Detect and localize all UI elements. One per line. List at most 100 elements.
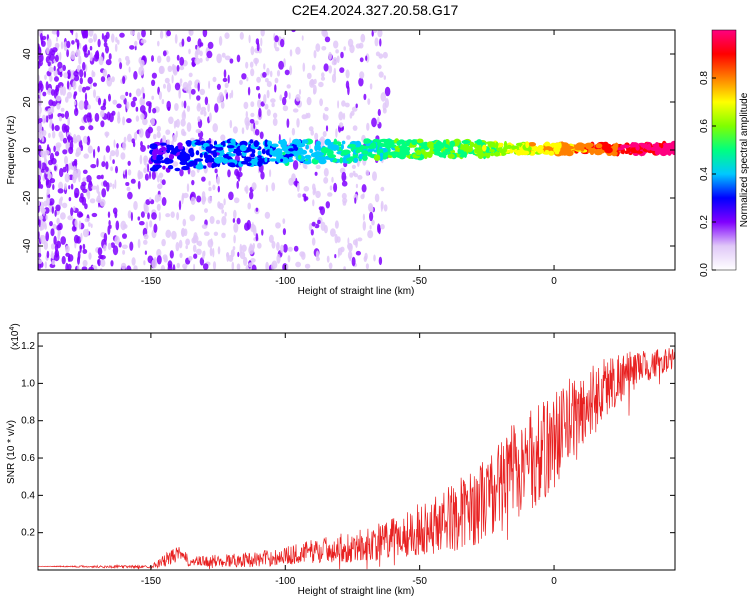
- spectrogram-noise-mark: [379, 38, 382, 47]
- spectrogram-noise-mark: [61, 86, 67, 96]
- spectrogram-noise-mark: [347, 237, 350, 245]
- spectrogram-noise-mark: [106, 77, 113, 87]
- spectrogram-noise-mark: [303, 186, 310, 192]
- spectrogram-noise-mark: [262, 71, 267, 78]
- spectrogram-noise-mark: [345, 69, 350, 79]
- spectrogram-x-tick-label: -100: [275, 276, 295, 287]
- spectrogram-noise-mark: [271, 262, 275, 270]
- snr-x-tick-label: 0: [551, 576, 557, 587]
- spectrogram-noise-mark: [135, 115, 140, 122]
- spectrogram-noise-mark: [82, 177, 87, 182]
- spectrogram-noise-mark: [75, 151, 80, 157]
- spectrogram-noise-mark: [43, 241, 48, 250]
- spectrogram-noise-mark: [125, 60, 130, 66]
- spectrogram-noise-mark: [156, 131, 161, 139]
- spectrogram-tone-mark: [174, 167, 181, 172]
- spectrogram-noise-mark: [375, 51, 381, 57]
- spectrogram-noise-mark: [87, 145, 93, 154]
- spectrogram-noise-mark: [44, 224, 47, 230]
- spectrogram-noise-mark: [126, 133, 132, 143]
- spectrogram-noise-mark: [82, 169, 88, 174]
- spectrogram-tone-mark: [370, 142, 377, 149]
- spectrogram-noise-mark: [318, 206, 323, 211]
- spectrogram-tone-mark: [149, 143, 158, 150]
- spectrogram-noise-mark: [128, 66, 131, 73]
- spectrogram-noise-mark: [271, 240, 276, 249]
- spectrogram-noise-mark: [297, 193, 302, 198]
- spectrogram-noise-mark: [309, 79, 315, 88]
- spectrogram-tone-mark: [503, 140, 508, 148]
- spectrogram-tone-mark: [244, 156, 252, 162]
- spectrogram-noise-mark: [365, 55, 368, 61]
- spectrogram-noise-mark: [78, 212, 84, 218]
- spectrogram-noise-mark: [114, 43, 118, 52]
- spectrogram-noise-mark: [336, 236, 341, 243]
- spectrogram-tone-mark: [411, 139, 418, 146]
- spectrogram-y-tick-label: -40: [22, 238, 33, 253]
- spectrogram-noise-mark: [137, 216, 141, 221]
- spectrogram-noise-mark: [217, 185, 220, 193]
- spectrogram-noise-mark: [108, 220, 111, 226]
- spectrogram-noise-mark: [323, 225, 328, 234]
- spectrogram-noise-mark: [118, 241, 122, 248]
- spectrogram-noise-mark: [250, 112, 255, 118]
- spectrogram-noise-mark: [313, 78, 317, 85]
- spectrogram-noise-mark: [328, 51, 332, 60]
- spectrogram-noise-mark: [311, 221, 316, 227]
- spectrogram-tone-mark: [282, 140, 287, 144]
- spectrogram-noise-mark: [186, 122, 192, 132]
- spectrogram-noise-mark: [88, 38, 94, 44]
- spectrogram-noise-mark: [48, 66, 55, 73]
- spectrogram-noise-mark: [222, 77, 228, 83]
- spectrogram-noise-mark: [40, 149, 46, 158]
- spectrogram-noise-mark: [38, 82, 44, 93]
- spectrogram-noise-mark: [228, 254, 234, 262]
- spectrogram-noise-mark: [140, 113, 145, 121]
- spectrogram-noise-mark: [88, 222, 91, 227]
- spectrogram-noise-mark: [86, 175, 92, 183]
- spectrogram-noise-mark: [229, 92, 232, 99]
- spectrogram-noise-mark: [239, 32, 244, 40]
- spectrogram-noise-mark: [166, 139, 171, 146]
- spectrogram-noise-mark: [266, 89, 270, 99]
- spectrogram-noise-mark: [55, 84, 60, 93]
- spectrogram-noise-mark: [70, 207, 74, 217]
- spectrogram-noise-mark: [105, 59, 112, 66]
- spectrogram-tone-mark: [670, 140, 675, 148]
- spectrogram-noise-mark: [176, 212, 180, 221]
- spectrogram-noise-mark: [157, 175, 160, 183]
- spectrogram-noise-mark: [215, 219, 221, 225]
- spectrogram-tone-mark: [341, 144, 344, 150]
- snr-panel: -150 -100 -50 0 0.2 0.4 0.6 0.8 1.0 1.2 Height o…: [6, 323, 676, 597]
- spectrogram-noise-mark: [39, 118, 43, 123]
- spectrogram-noise-mark: [280, 38, 285, 48]
- spectrogram-noise-mark: [46, 187, 50, 195]
- spectrogram-noise-mark: [230, 249, 235, 258]
- spectrogram-noise-mark: [171, 230, 177, 240]
- spectrogram-noise-mark: [347, 242, 353, 250]
- spectrogram-noise-mark: [181, 192, 185, 201]
- spectrogram-tone-mark: [464, 151, 467, 158]
- spectrogram-tone-mark: [426, 141, 434, 149]
- spectrogram-tone-mark: [373, 154, 381, 161]
- spectrogram-noise-mark: [274, 77, 279, 84]
- spectrogram-noise-mark: [382, 102, 387, 111]
- spectrogram-noise-mark: [149, 197, 152, 202]
- spectrogram-noise-mark: [73, 100, 77, 106]
- spectrogram-noise-mark: [61, 202, 68, 209]
- spectrogram-noise-mark: [329, 185, 333, 191]
- spectrogram-noise-mark: [383, 204, 388, 212]
- spectrogram-noise-mark: [249, 61, 254, 68]
- colorbar-gradient: [711, 29, 737, 271]
- spectrogram-noise-mark: [212, 247, 215, 258]
- spectrogram-noise-mark: [218, 92, 224, 102]
- spectrogram-tone-mark: [636, 150, 643, 154]
- spectrogram-noise-mark: [156, 255, 162, 265]
- spectrogram-noise-mark: [377, 64, 382, 70]
- spectrogram-noise-mark: [231, 261, 235, 270]
- spectrogram-tone-mark: [396, 153, 405, 159]
- spectrogram-noise-mark: [134, 40, 138, 47]
- spectrogram-noise-mark: [359, 71, 365, 79]
- spectrogram-noise-mark: [378, 256, 383, 266]
- spectrogram-tone-mark: [499, 142, 504, 147]
